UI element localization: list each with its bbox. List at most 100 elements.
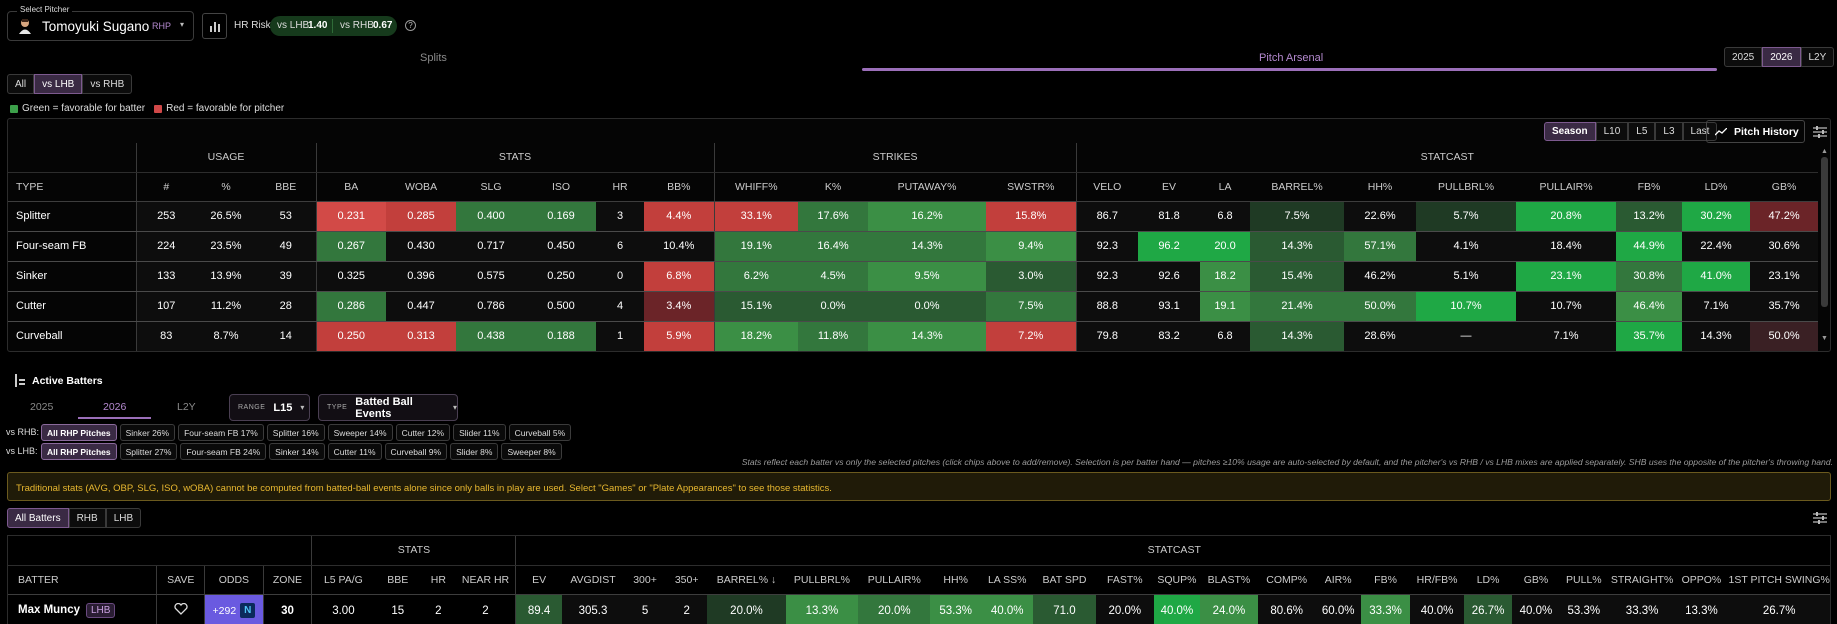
arsenal-col-header[interactable]: # xyxy=(135,172,196,202)
help-icon[interactable]: ? xyxy=(405,20,416,31)
arsenal-col-header[interactable]: SWSTR% xyxy=(986,172,1077,202)
pitch-chip[interactable]: Four-seam FB 17% xyxy=(178,424,264,441)
arsenal-col-header[interactable]: K% xyxy=(798,172,869,202)
side-filter-all[interactable]: All xyxy=(7,74,35,94)
year-l2y[interactable]: L2Y xyxy=(1800,47,1835,67)
pitch-chip[interactable]: Slider 8% xyxy=(450,443,499,460)
batter-col-header[interactable]: PULL% xyxy=(1559,565,1608,595)
batter-col-header[interactable]: PULLAIR% xyxy=(858,565,931,595)
pitch-chip[interactable]: Sweeper 14% xyxy=(327,424,393,441)
pitch-chip[interactable]: Slider 11% xyxy=(453,424,506,441)
batters-year-l2y[interactable]: L2Y xyxy=(177,401,196,413)
arsenal-col-header[interactable]: BB% xyxy=(644,172,715,202)
arsenal-row[interactable]: Cutter 107 11.2% 28 0.286 0.447 0.786 0.500 4 3.4… xyxy=(8,291,1818,322)
year-2026[interactable]: 2026 xyxy=(1762,47,1801,67)
pitch-history-button[interactable]: Pitch History xyxy=(1706,120,1805,143)
pitch-chip[interactable]: Sinker 26% xyxy=(119,424,176,441)
arsenal-col-header[interactable]: LD% xyxy=(1682,172,1751,202)
range-l5[interactable]: L5 xyxy=(1628,122,1656,141)
pitch-chip[interactable]: All RHP Pitches xyxy=(41,424,117,441)
arsenal-col-header[interactable]: SLG xyxy=(456,172,527,202)
range-last[interactable]: Last xyxy=(1682,122,1718,141)
side-filter-vs-rhb[interactable]: vs RHB xyxy=(82,74,133,94)
batter-col-header[interactable]: BAT SPD xyxy=(1033,565,1096,595)
filter-lhb[interactable]: LHB xyxy=(105,508,142,528)
arsenal-row[interactable]: Splitter 253 26.5% 53 0.231 0.285 0.400 0.169 3 4… xyxy=(8,201,1818,232)
pitch-chip[interactable]: Curveball 9% xyxy=(384,443,448,460)
pitch-chip[interactable]: All RHP Pitches xyxy=(41,443,117,460)
arsenal-row[interactable]: Curveball 83 8.7% 14 0.250 0.313 0.438 0.188 1 5.… xyxy=(8,321,1818,351)
range-select[interactable]: RANGE L15 ▾ xyxy=(229,394,310,421)
year-2025[interactable]: 2025 xyxy=(1724,47,1763,67)
batter-name-cell[interactable]: Max Muncy LHB xyxy=(8,594,157,624)
arsenal-col-header[interactable]: BA xyxy=(315,172,387,202)
batter-col-header[interactable]: HR xyxy=(421,565,456,595)
batters-year-2025[interactable]: 2025 xyxy=(30,401,54,413)
batter-col-header[interactable]: LA SS% xyxy=(981,565,1034,595)
batter-col-header[interactable]: ODDS xyxy=(204,565,263,595)
arsenal-col-header[interactable]: HH% xyxy=(1344,172,1417,202)
batter-col-header[interactable]: AVGDIST xyxy=(561,565,625,595)
tab-splits[interactable]: Splits xyxy=(420,52,447,64)
arsenal-col-header[interactable]: PULLBRL% xyxy=(1416,172,1517,202)
scroll-down-arrow[interactable]: ▼ xyxy=(1821,335,1828,342)
arsenal-col-header[interactable]: VELO xyxy=(1075,172,1139,202)
batter-row[interactable]: Max Muncy LHB +292 N 30 3.00 15 2 2 89.4 305.3 5 2 20… xyxy=(8,594,1830,624)
arsenal-col-header[interactable]: ISO xyxy=(526,172,597,202)
arsenal-col-header[interactable]: BARREL% xyxy=(1250,172,1345,202)
batter-col-header[interactable]: L5 PA/G xyxy=(311,565,375,595)
batter-col-header[interactable]: LD% xyxy=(1464,565,1513,595)
pitch-chip[interactable]: Splitter 27% xyxy=(119,443,178,460)
arsenal-col-header[interactable]: LA xyxy=(1200,172,1251,202)
batter-settings-icon[interactable] xyxy=(1813,512,1827,524)
batter-col-header[interactable]: SAVE xyxy=(156,565,205,595)
batter-col-header[interactable]: FB% xyxy=(1361,565,1411,595)
arsenal-col-header[interactable]: WOBA xyxy=(386,172,457,202)
batter-col-header[interactable]: 350+ xyxy=(665,565,708,595)
arsenal-col-header[interactable]: FB% xyxy=(1616,172,1683,202)
range-season[interactable]: Season xyxy=(1544,122,1596,141)
batter-col-header[interactable]: FAST% xyxy=(1095,565,1154,595)
side-filter-vs-lhb[interactable]: vs LHB xyxy=(34,74,83,94)
arsenal-row[interactable]: Sinker 133 13.9% 39 0.325 0.396 0.575 0.250 0 6.8… xyxy=(8,261,1818,292)
range-l10[interactable]: L10 xyxy=(1595,122,1629,141)
batter-col-header[interactable]: 300+ xyxy=(624,565,666,595)
batter-name[interactable]: Max Muncy xyxy=(18,604,80,617)
batter-col-header[interactable]: ZONE xyxy=(262,565,312,595)
batter-col-header[interactable]: GB% xyxy=(1512,565,1560,595)
pitch-chip[interactable]: Four-seam FB 24% xyxy=(180,443,267,460)
pitcher-select[interactable]: Select Pitcher Tomoyuki Sugano RHP ▾ xyxy=(7,5,194,41)
batter-col-header[interactable]: PULLBRL% xyxy=(785,565,859,595)
pitch-chip[interactable]: Sweeper 8% xyxy=(501,443,562,460)
filter-all-batters[interactable]: All Batters xyxy=(7,508,69,528)
batter-col-header[interactable]: AIR% xyxy=(1315,565,1362,595)
filter-rhb[interactable]: RHB xyxy=(68,508,106,528)
arsenal-col-header[interactable]: WHIFF% xyxy=(713,172,799,202)
batter-col-header[interactable]: BARREL% ↓ xyxy=(707,565,786,595)
chart-toggle-button[interactable] xyxy=(202,13,227,39)
arsenal-col-header[interactable]: PUTAWAY% xyxy=(868,172,987,202)
batter-col-header[interactable]: OPPO% xyxy=(1676,565,1727,595)
batter-col-header[interactable]: COMP% xyxy=(1258,565,1316,595)
pitch-chip[interactable]: Splitter 16% xyxy=(266,424,325,441)
batter-col-header[interactable]: HR/FB% xyxy=(1410,565,1465,595)
arsenal-scrollbar[interactable]: ▲ ▼ xyxy=(1820,148,1829,348)
odds-cell[interactable]: +292 N xyxy=(204,594,263,624)
pitch-chip[interactable]: Curveball 5% xyxy=(508,424,572,441)
type-select[interactable]: TYPE Batted Ball Events ▾ xyxy=(318,394,458,421)
pitch-chip[interactable]: Cutter 11% xyxy=(327,443,382,460)
arsenal-col-header[interactable]: TYPE xyxy=(8,172,136,202)
arsenal-col-header[interactable]: PULLAIR% xyxy=(1516,172,1617,202)
scroll-up-arrow[interactable]: ▲ xyxy=(1821,148,1828,155)
batter-col-header[interactable]: STRAIGHT% xyxy=(1607,565,1677,595)
batter-col-header[interactable]: BATTER xyxy=(8,565,157,595)
arsenal-col-header[interactable]: HR xyxy=(596,172,645,202)
arsenal-row[interactable]: Four-seam FB 224 23.5% 49 0.267 0.430 0.717 0.4… xyxy=(8,231,1818,262)
batter-col-header[interactable]: 1ST PITCH SWING% xyxy=(1726,565,1830,595)
pitch-chip[interactable]: Sinker 14% xyxy=(269,443,325,460)
heart-icon[interactable] xyxy=(174,603,188,616)
batter-col-header[interactable]: EV xyxy=(515,565,562,595)
arsenal-col-header[interactable]: % xyxy=(196,172,256,202)
arsenal-col-header[interactable]: BBE xyxy=(256,172,317,202)
batter-col-header[interactable]: BBE xyxy=(374,565,422,595)
